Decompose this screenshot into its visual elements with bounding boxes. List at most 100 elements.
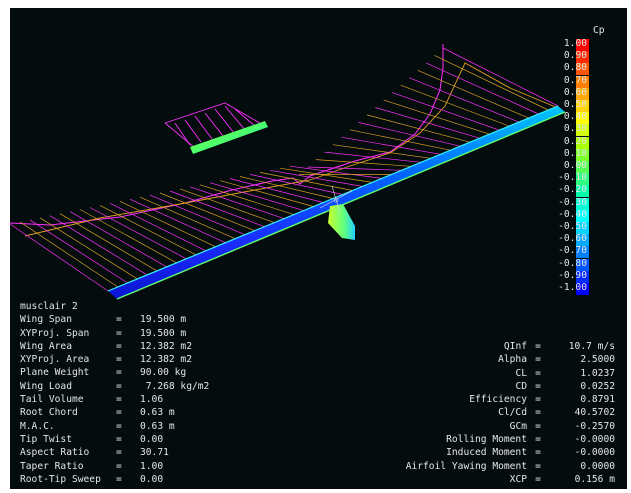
result-equals: = bbox=[535, 420, 541, 432]
result-equals: = bbox=[535, 473, 541, 485]
stat-label: Taper Ratio bbox=[20, 460, 84, 472]
result-row: Alpha = 2.5000 bbox=[406, 353, 615, 366]
hatch-line bbox=[10, 223, 109, 292]
cp-swatch bbox=[576, 51, 589, 64]
hatch-line bbox=[279, 167, 373, 183]
stat-value: 12.382 m2 bbox=[140, 340, 192, 352]
stat-row: Wing Span = 19.500 m bbox=[20, 313, 250, 326]
cp-color-box bbox=[576, 185, 589, 198]
stat-row: Tip Twist = 0.00 bbox=[20, 433, 250, 446]
cg-marker bbox=[319, 185, 353, 214]
hatch-line bbox=[269, 169, 363, 187]
cp-label: -1.00 bbox=[558, 282, 587, 293]
hatch-line bbox=[358, 122, 461, 147]
hatch-line bbox=[29, 219, 128, 284]
aero-results-panel: QInf = 10.7 m/s Alpha = 2.5000 CL = 1.0237 CD = 0.0… bbox=[406, 340, 615, 486]
result-value: 0.0000 bbox=[580, 460, 615, 472]
result-label: CD bbox=[515, 380, 527, 392]
cp-swatch bbox=[576, 63, 589, 76]
cp-legend-title: Cp bbox=[593, 25, 605, 36]
result-row: CL = 1.0237 bbox=[406, 367, 615, 380]
cp-swatch bbox=[576, 39, 589, 51]
result-label: CL bbox=[515, 367, 527, 379]
cp-swatch bbox=[576, 283, 589, 295]
cp-color-box bbox=[576, 124, 589, 137]
main-wing bbox=[108, 106, 565, 299]
hatch-line bbox=[383, 99, 490, 135]
stat-equals: = bbox=[116, 340, 122, 352]
result-equals: = bbox=[535, 460, 541, 472]
wing-leading-edge-highlight bbox=[107, 105, 559, 292]
hatch-line bbox=[307, 166, 402, 171]
stat-label: Wing Load bbox=[20, 380, 72, 392]
result-equals: = bbox=[535, 447, 541, 459]
cp-color-box bbox=[576, 39, 589, 51]
hatch-line bbox=[375, 107, 480, 139]
plane-name: musclair 2 bbox=[20, 301, 78, 312]
hatch-line bbox=[149, 194, 246, 236]
hatch-line bbox=[289, 165, 382, 179]
result-value: 0.0252 bbox=[580, 380, 615, 392]
cp-color-box bbox=[576, 75, 589, 88]
stat-value: 0.00 bbox=[140, 433, 164, 445]
cp-swatch bbox=[576, 222, 589, 234]
result-value: 2.5000 bbox=[580, 354, 615, 366]
stat-row: Wing Area = 12.382 m2 bbox=[20, 340, 250, 353]
hatch-line bbox=[249, 174, 343, 195]
hatch-line bbox=[19, 221, 118, 288]
cp-label: 0.20 bbox=[563, 135, 587, 147]
stat-equals: = bbox=[116, 407, 122, 419]
result-label: Efficiency bbox=[469, 394, 527, 406]
stat-row: Tail Volume = 1.06 bbox=[20, 393, 250, 406]
cp-swatch bbox=[576, 75, 589, 88]
result-row: Induced Moment = -0.0000 bbox=[406, 446, 615, 459]
cp-color-box bbox=[576, 63, 589, 76]
3d-viewport[interactable]: Cp musclair 2 Wing Span = 19.500 m XYProj. … bbox=[10, 8, 627, 489]
tail-cp-lines bbox=[164, 102, 266, 149]
result-label: Induced Moment bbox=[446, 447, 527, 459]
stat-row: Wing Load = 7.268 kg/m2 bbox=[20, 380, 250, 393]
cp-swatch bbox=[576, 148, 589, 161]
hatch-line bbox=[209, 182, 304, 211]
stat-label: Tail Volume bbox=[20, 394, 84, 406]
cp-label: -0.70 bbox=[558, 245, 587, 257]
cp-label: -0.10 bbox=[558, 172, 587, 184]
result-value: -0.0000 bbox=[574, 447, 615, 459]
cp-color-box bbox=[576, 87, 589, 100]
stat-equals: = bbox=[116, 327, 122, 339]
hatch-line bbox=[219, 180, 314, 207]
stat-value: 12.382 m2 bbox=[140, 354, 192, 366]
cp-color-box bbox=[576, 136, 589, 149]
cp-label: 0.60 bbox=[563, 86, 587, 98]
stat-label: XYProj. Span bbox=[20, 327, 90, 339]
stat-equals: = bbox=[116, 314, 122, 326]
hatch-line bbox=[139, 196, 236, 240]
cp-label: 0.30 bbox=[563, 123, 587, 135]
cp-label: -0.40 bbox=[558, 208, 587, 220]
result-equals: = bbox=[535, 380, 541, 392]
stat-equals: = bbox=[116, 394, 122, 406]
stat-row: XYProj. Span = 19.500 m bbox=[20, 327, 250, 340]
cp-swatch bbox=[576, 173, 589, 186]
cp-label: -0.60 bbox=[558, 233, 587, 245]
stat-row: XYProj. Area = 12.382 m2 bbox=[20, 353, 250, 366]
cp-color-box bbox=[576, 161, 589, 173]
hatch-line bbox=[259, 172, 353, 191]
result-value: 10.7 m/s bbox=[568, 341, 615, 352]
hatch-line bbox=[442, 47, 559, 107]
stat-label: Plane Weight bbox=[20, 367, 90, 379]
hatch-line bbox=[59, 213, 158, 272]
hatch-line bbox=[425, 62, 539, 115]
cp-color-box bbox=[576, 148, 589, 161]
stat-label: Root Chord bbox=[20, 407, 78, 419]
cp-label: -0.80 bbox=[558, 257, 587, 269]
result-label: Airfoil Yawing Moment bbox=[405, 460, 527, 472]
result-label: XCP bbox=[509, 473, 527, 485]
stat-value: 30.71 bbox=[140, 447, 169, 459]
hatch-line bbox=[119, 200, 216, 248]
cp-swatch bbox=[576, 87, 589, 100]
cp-swatch bbox=[576, 124, 589, 137]
cp-swatch bbox=[576, 112, 589, 125]
cp-label: -0.90 bbox=[558, 269, 587, 281]
stat-row: Root Chord = 0.63 m bbox=[20, 406, 250, 419]
